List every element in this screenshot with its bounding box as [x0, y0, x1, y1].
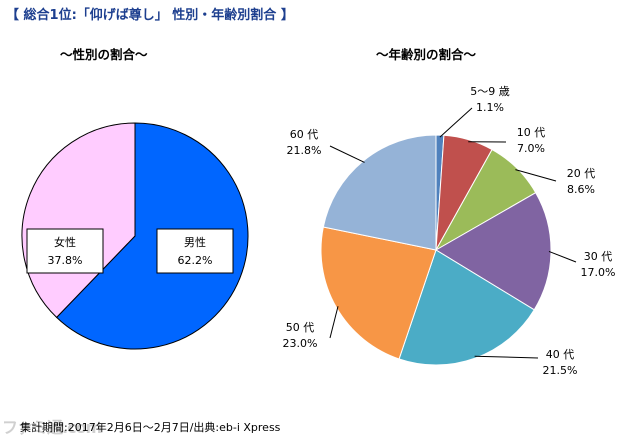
age-slice-6 — [322, 134, 437, 251]
age-leader-line-6 — [329, 145, 365, 163]
age-leader-line-5 — [329, 306, 339, 339]
page-title: 【 総合1位:「仰げば尊し」 性別・年齢別割合 】 — [6, 8, 294, 23]
gender-slice-0 — [55, 122, 249, 350]
age-leader-line-2 — [515, 169, 557, 182]
age-label-name-1: 10 代 — [517, 126, 546, 139]
gender-label-percent-0: 62.2% — [178, 254, 213, 267]
age-label-name-2: 20 代 — [567, 167, 596, 180]
gender-label-name-0: 男性 — [184, 235, 206, 249]
age-chart-title: 〜年齢別の割合〜 — [376, 47, 477, 62]
age-label-percent-5: 23.0% — [283, 337, 318, 350]
gender-label-name-1: 女性 — [54, 235, 76, 249]
age-label-percent-0: 1.1% — [476, 101, 504, 114]
age-slice-4 — [398, 249, 535, 366]
age-slice-5 — [320, 226, 437, 360]
gender-label-box-0 — [156, 228, 234, 274]
age-label-name-6: 60 代 — [290, 128, 319, 141]
age-slice-3 — [435, 192, 552, 311]
age-leader-line-0 — [439, 107, 473, 138]
age-label-name-5: 50 代 — [286, 321, 315, 334]
source-note: 集計期間:2017年2月6日〜2月7日/出典:eb-i Xpress — [20, 421, 281, 434]
gender-label-box-1 — [26, 228, 104, 274]
age-label-name-3: 30 代 — [584, 250, 613, 263]
age-leader-line-4 — [474, 355, 539, 359]
age-label-percent-3: 17.0% — [581, 266, 616, 279]
age-label-percent-1: 7.0% — [517, 142, 545, 155]
watermark-logo: ファミ通.com — [2, 418, 102, 437]
age-label-name-4: 40 代 — [546, 348, 575, 361]
age-label-percent-4: 21.5% — [543, 364, 578, 377]
age-label-percent-2: 8.6% — [567, 183, 595, 196]
age-label-name-0: 5〜9 歳 — [470, 85, 510, 98]
age-leader-line-3 — [548, 250, 577, 263]
gender-chart-title: 〜性別の割合〜 — [60, 47, 148, 62]
age-label-percent-6: 21.8% — [287, 144, 322, 157]
gender-label-percent-1: 37.8% — [48, 254, 83, 267]
